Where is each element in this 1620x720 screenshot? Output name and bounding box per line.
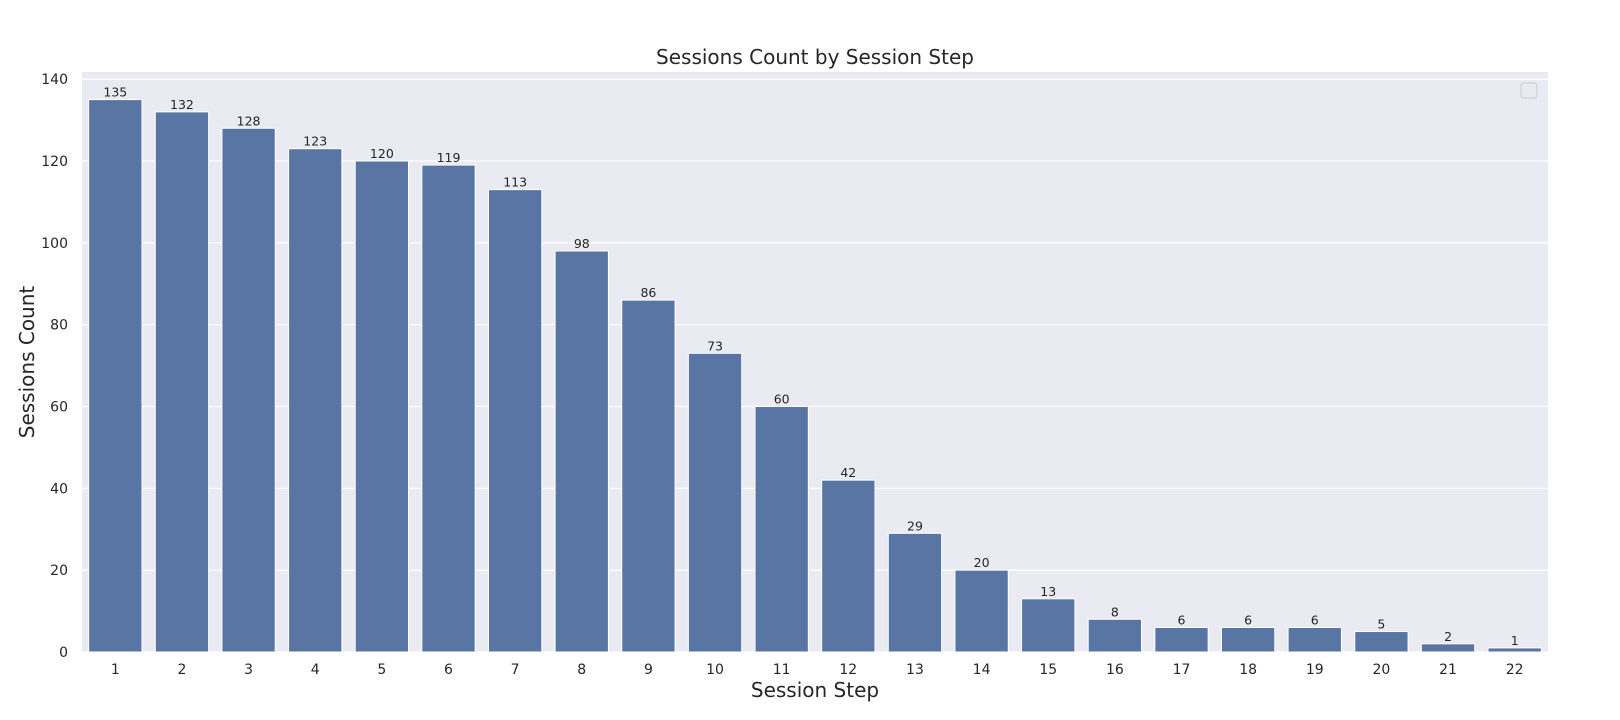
bar [821,479,876,653]
bar [1420,643,1476,653]
data-label: 2 [1444,629,1452,644]
data-label: 120 [370,146,394,161]
x-tick-label: 1 [111,662,120,678]
y-tick-labels: 0 20 40 60 80 100 120 140 [41,72,68,661]
bar [1354,631,1409,653]
x-tick-label: 20 [1372,662,1390,678]
y-tick-label: 60 [50,399,68,415]
x-tick-label: 18 [1239,662,1257,678]
data-label: 73 [707,338,723,353]
bar [554,250,609,653]
x-tick-label: 16 [1106,662,1124,678]
bar [154,111,210,653]
x-tick-label: 10 [706,662,724,678]
bar [1154,626,1209,653]
bar [954,569,1009,653]
y-tick-label: 40 [50,481,68,497]
x-tick-label: 15 [1039,662,1057,678]
y-tick-label: 100 [41,236,68,252]
data-label: 6 [1244,612,1252,627]
bar [288,148,343,653]
legend-box [1520,82,1538,99]
data-label: 119 [437,150,461,165]
y-axis-label: Sessions Count [15,286,39,439]
bar [754,405,809,653]
bars [88,99,1542,653]
x-tick-label: 12 [839,662,857,678]
data-label: 42 [840,465,856,480]
bar [621,299,676,653]
bar [1220,626,1276,653]
data-label: 13 [1040,584,1056,599]
bar [88,99,143,653]
x-tick-label: 13 [906,662,924,678]
chart-title: Sessions Count by Session Step [656,45,974,69]
x-tick-label: 9 [644,662,653,678]
bar [687,352,743,653]
y-tick-label: 120 [41,154,68,170]
data-label: 1 [1511,633,1519,648]
bar [354,160,410,653]
x-tick-label: 4 [311,662,320,678]
data-label: 128 [237,113,261,128]
y-tick-label: 20 [50,563,68,579]
x-tick-label: 3 [244,662,253,678]
data-label: 6 [1178,612,1186,627]
bar [887,532,943,653]
x-tick-label: 2 [177,662,186,678]
bar [1087,618,1143,653]
bar [421,164,476,653]
x-axis-label: Session Step [751,678,879,702]
x-tick-label: 22 [1506,662,1524,678]
data-label: 60 [774,391,790,406]
x-tick-label: 8 [577,662,586,678]
bar [221,127,276,653]
y-tick-label: 80 [50,318,68,334]
data-label: 86 [640,285,656,300]
y-tick-label: 0 [59,645,68,661]
data-label: 98 [574,236,590,251]
data-label: 113 [503,175,527,190]
data-label: 8 [1111,604,1119,619]
data-label: 123 [303,134,327,149]
y-tick-label: 140 [41,72,68,88]
x-tick-label: 7 [511,662,520,678]
x-tick-label: 19 [1306,662,1324,678]
x-tick-labels: 1 2 3 4 5 6 7 8 9 10 11 12 13 14 15 16 17 18 19 20 21 22 [111,662,1524,678]
bar [1021,598,1076,653]
data-label: 6 [1311,612,1319,627]
data-label: 20 [974,555,990,570]
x-tick-label: 14 [973,662,991,678]
data-label: 132 [170,97,194,112]
data-label: 135 [103,85,127,100]
x-tick-label: 5 [377,662,386,678]
x-tick-label: 11 [773,662,791,678]
x-tick-label: 17 [1173,662,1191,678]
x-tick-label: 21 [1439,662,1457,678]
bar [487,189,543,653]
bar [1487,647,1542,653]
data-label: 29 [907,518,923,533]
bar [1287,626,1342,653]
data-label: 5 [1377,617,1385,632]
x-tick-label: 6 [444,662,453,678]
